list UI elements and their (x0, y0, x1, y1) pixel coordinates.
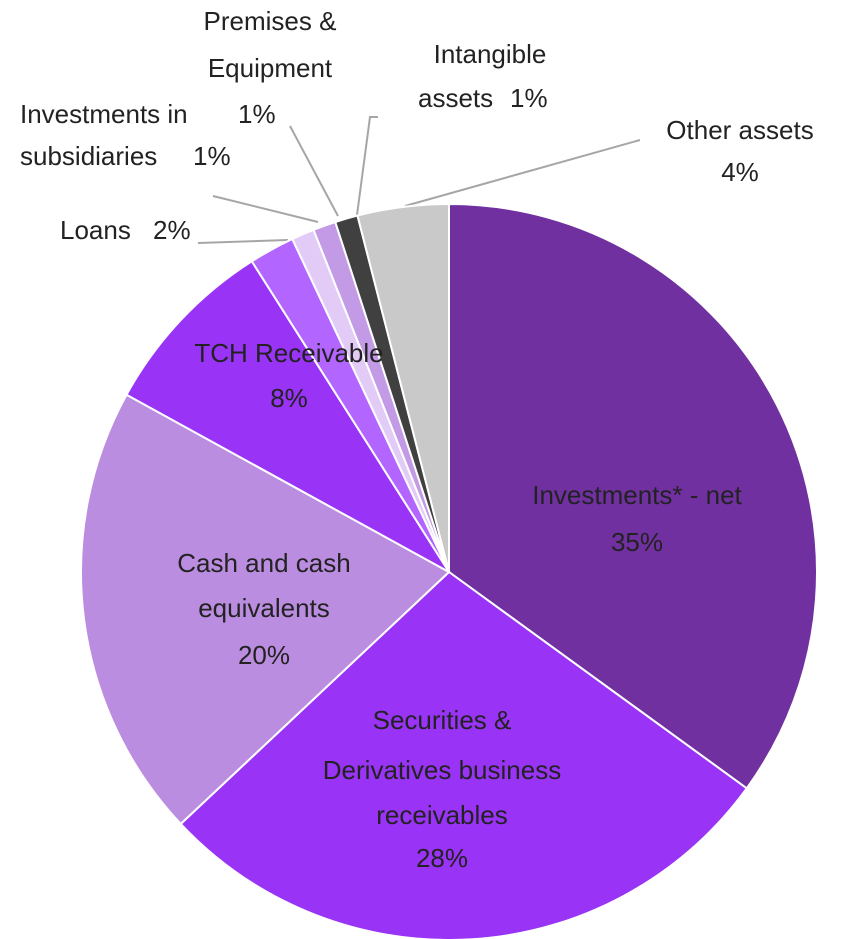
labels: Investments* - net 35% Securities & Derivat… (20, 6, 814, 873)
slice-label: Loans (60, 215, 131, 245)
label-line: Other assets (666, 115, 813, 145)
label-line: Cash and cash (177, 548, 350, 578)
leader-line (404, 139, 641, 207)
slice-label: Premises & Equipment (204, 6, 337, 83)
label-line: Derivatives business (323, 755, 561, 785)
slice-value-label: 1% (193, 141, 231, 171)
pie-slice (448, 202, 818, 790)
label-line: receivables (376, 800, 508, 830)
leader-line (197, 239, 289, 244)
slice-value-label: 2% (153, 215, 191, 245)
label-line: TCH Receivable (194, 338, 383, 368)
label-line: Intangible (434, 39, 547, 69)
label-line: assets (418, 83, 493, 113)
pie-slice (80, 393, 451, 826)
slice-value-label: 28% (416, 843, 468, 873)
slice-label: Cash and cash equivalents (177, 548, 350, 623)
pie-slice (179, 570, 749, 939)
slice-label: Intangible assets (418, 39, 546, 113)
slices (80, 202, 818, 939)
leader-line (212, 195, 319, 223)
label-line: Investments in (20, 99, 188, 129)
leader-lines (197, 116, 641, 244)
slice-label: Investments in subsidiaries (20, 99, 188, 171)
pie-slice (125, 259, 450, 573)
slice-value-label: 8% (270, 383, 308, 413)
label-line: Securities & (373, 705, 512, 735)
slice-value-label: 1% (510, 83, 548, 113)
label-line: subsidiaries (20, 141, 157, 171)
label-line: Investments* - net (532, 480, 742, 510)
leader-line (356, 116, 378, 216)
leader-line (289, 125, 339, 217)
slice-label: Other assets (666, 115, 813, 145)
slice-label: TCH Receivable (194, 338, 383, 368)
slice-label: Securities & Derivatives business receivab… (323, 705, 561, 830)
slice-label: Investments* - net (532, 480, 742, 510)
label-line: Premises & (204, 6, 337, 36)
label-line: equivalents (198, 593, 330, 623)
slice-value-label: 1% (238, 99, 276, 129)
slice-value-label: 35% (611, 527, 663, 557)
slice-value-label: 20% (238, 640, 290, 670)
pie-slice (356, 202, 450, 573)
slice-value-label: 4% (721, 157, 759, 187)
label-line: Equipment (208, 53, 333, 83)
label-line: Loans (60, 215, 131, 245)
